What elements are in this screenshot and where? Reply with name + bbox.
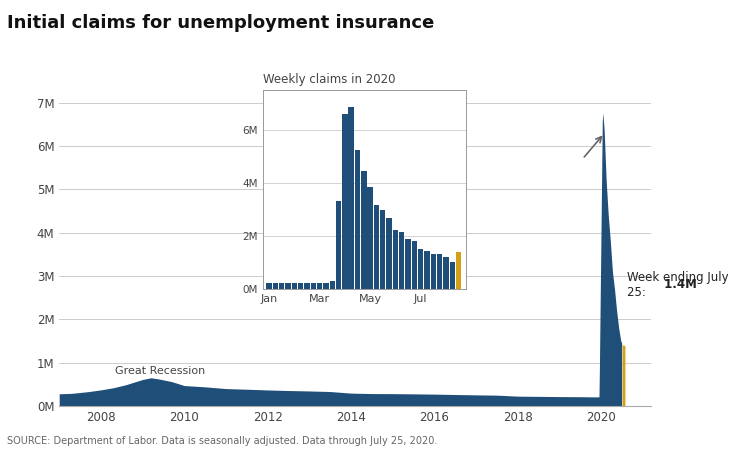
Bar — [424, 251, 430, 289]
Bar — [406, 239, 411, 289]
Bar — [437, 254, 443, 289]
Bar — [286, 283, 291, 289]
Bar — [349, 107, 354, 289]
Bar — [393, 230, 398, 289]
Bar — [380, 210, 386, 289]
Bar — [298, 283, 303, 289]
Bar — [418, 249, 423, 289]
Bar — [304, 283, 309, 289]
Bar — [329, 281, 335, 289]
Bar — [450, 262, 455, 289]
Text: Weekly claims in 2020: Weekly claims in 2020 — [263, 73, 395, 86]
Bar — [336, 201, 341, 289]
Bar — [292, 283, 297, 289]
Text: 1.4M: 1.4M — [627, 278, 697, 291]
Text: SOURCE: Department of Labor. Data is seasonally adjusted. Data through July 25, : SOURCE: Department of Labor. Data is sea… — [7, 437, 438, 446]
Text: Initial claims for unemployment insurance: Initial claims for unemployment insuranc… — [7, 14, 434, 32]
Bar — [354, 150, 360, 289]
Bar — [386, 217, 391, 289]
Bar — [266, 283, 272, 289]
Text: Week ending July
25:: Week ending July 25: — [627, 271, 729, 299]
Bar — [342, 114, 348, 289]
Bar — [361, 171, 366, 289]
Bar — [399, 232, 405, 289]
Bar — [272, 283, 278, 289]
Bar — [374, 205, 379, 289]
Bar — [411, 241, 417, 289]
Bar — [443, 257, 448, 289]
Bar — [311, 283, 316, 289]
Bar — [368, 187, 373, 289]
Bar — [317, 283, 322, 289]
Text: Great Recession: Great Recession — [115, 367, 206, 377]
Bar — [431, 254, 436, 289]
Bar — [323, 283, 329, 289]
Bar — [279, 283, 284, 289]
Bar — [456, 252, 461, 289]
